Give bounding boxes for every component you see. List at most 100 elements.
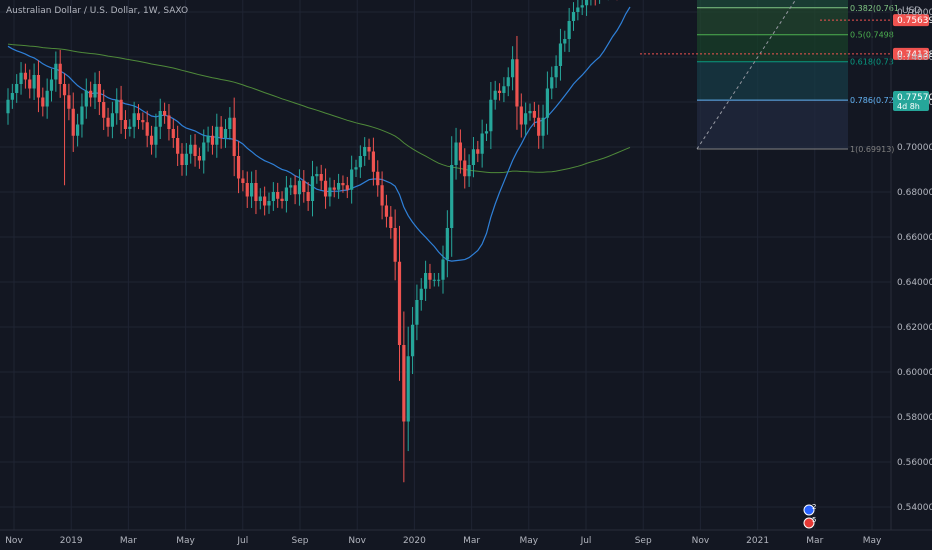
candle-body (563, 39, 567, 44)
candle-body (110, 113, 114, 127)
candle-body (371, 151, 375, 172)
candle-body (158, 111, 162, 127)
candle-body (189, 144, 193, 154)
fib-level-label: 0.618(0.73 (850, 58, 894, 67)
candle-body (141, 120, 145, 123)
time-tick-label: 2020 (403, 536, 426, 546)
candle-body (571, 12, 576, 21)
candle-body (132, 113, 136, 127)
candle-body (245, 183, 249, 197)
candle-body (6, 99, 10, 114)
candle-body (297, 180, 302, 195)
moving-averages (7, 6, 631, 262)
moving-average-slow (7, 43, 631, 174)
candle-body (567, 21, 571, 39)
candle-body (276, 192, 280, 199)
event-badges[interactable]: 2 5 (803, 503, 816, 529)
candle-body (424, 273, 428, 289)
candle-body (384, 205, 389, 217)
fib-zone (697, 7, 848, 35)
candle-body (337, 183, 341, 190)
time-axis[interactable]: Nov 2019 Mar May Jul Sep Nov 2020 Mar May Jul Sep No… (5, 536, 882, 546)
candle-body (32, 75, 36, 89)
flag-icon[interactable] (803, 517, 815, 529)
price-marker-value: 0.74138 (897, 50, 932, 60)
candles (6, 0, 618, 483)
fib-zone (697, 61, 848, 101)
candle-body (397, 261, 402, 345)
badge-count-bottom: 5 (812, 516, 816, 524)
price-tick-label: 0.56000 (897, 458, 932, 468)
time-tick-label: Nov (692, 536, 710, 546)
fib-zone (697, 100, 848, 149)
candle-body (419, 288, 423, 300)
candle-body (515, 59, 519, 107)
candle-body (406, 356, 410, 422)
candle-body (54, 63, 58, 80)
candle-body (302, 180, 306, 192)
candle-body (445, 228, 449, 260)
candle-body (215, 126, 219, 145)
price-tick-label: 0.54000 (897, 503, 932, 513)
candle-body (223, 129, 228, 138)
candle-body (149, 135, 154, 145)
fibonacci-retracement[interactable]: 0(0.80066)0.236(0.7760.382(0.7610.5(0.74… (696, 0, 899, 154)
candle-body (102, 102, 106, 118)
candle-body (184, 153, 188, 165)
candle-body (376, 171, 380, 186)
candle-body (558, 43, 563, 66)
time-tick-label: 2019 (60, 536, 83, 546)
candle-body (97, 84, 101, 102)
candle-body (106, 117, 110, 127)
time-tick-label: May (176, 536, 195, 546)
candle-body (484, 131, 489, 134)
fib-level-label: 0.786(0.720 (850, 96, 899, 105)
candle-body (23, 72, 27, 80)
candle-body (250, 183, 254, 197)
candle-body (450, 165, 454, 228)
fib-level-label: 1(0.69913) (850, 145, 894, 154)
price-marker-tag (893, 14, 929, 27)
chart-title: Australian Dollar / U.S. Dollar, 1W, SAX… (6, 6, 188, 16)
candle-body (254, 183, 258, 201)
candle-body (315, 174, 319, 177)
candle-body (289, 185, 293, 188)
candle-body (511, 59, 515, 78)
candle-body (271, 192, 275, 201)
candle-body (524, 113, 528, 125)
candle-body (454, 142, 458, 165)
bar-countdown: 4d 8h (897, 102, 920, 111)
candle-body (280, 198, 284, 201)
price-tick-label: 0.66000 (897, 233, 932, 243)
time-tick-label: Mar (120, 536, 137, 546)
candle-body (145, 122, 149, 136)
candle-body (197, 156, 201, 161)
candle-body (367, 147, 371, 152)
candle-body (228, 117, 232, 129)
currency-label: USD (902, 6, 921, 16)
candle-body (176, 138, 180, 154)
time-tick-label: Sep (635, 536, 652, 546)
time-tick-label: Jul (580, 536, 592, 546)
candle-body (71, 108, 75, 136)
candle-body (506, 77, 510, 87)
candle-body (76, 124, 80, 136)
candle-body (119, 99, 123, 120)
flag-icon[interactable] (803, 504, 815, 516)
price-tick-label: 0.74000 (897, 53, 932, 63)
candle-body (323, 180, 328, 197)
candle-body (489, 99, 493, 132)
candle-body (193, 144, 197, 156)
fib-level-label: 0.382(0.761 (850, 4, 899, 13)
candle-body (236, 156, 241, 179)
candle-body (354, 167, 358, 170)
candle-body (415, 300, 419, 325)
candle-body (332, 187, 336, 190)
candle-body (19, 72, 23, 84)
time-tick-label: 2021 (746, 536, 769, 546)
candle-body (584, 0, 589, 6)
candle-body (502, 86, 506, 93)
candle-body (458, 142, 462, 161)
candle-body (49, 79, 54, 91)
